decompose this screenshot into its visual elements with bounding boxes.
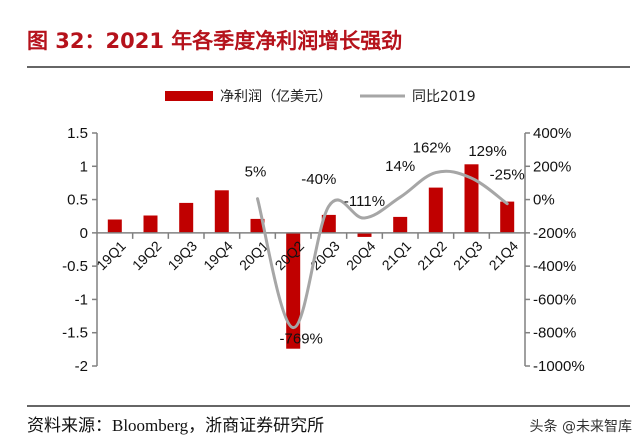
- yoy-data-label: -111%: [344, 193, 385, 210]
- left-tick-label: -1: [75, 291, 88, 308]
- right-tick-label: 400%: [533, 125, 571, 142]
- yoy-data-label: -40%: [301, 171, 336, 188]
- title-rule: [27, 66, 630, 68]
- yoy-data-label: -25%: [490, 167, 525, 184]
- source-rule: [27, 405, 630, 407]
- bar-19Q1: [107, 219, 122, 233]
- legend-bar-label: 净利润（亿美元）: [220, 89, 332, 105]
- yoy-data-label: 14%: [385, 158, 415, 175]
- bar-20Q4: [357, 232, 372, 237]
- yoy-data-label: -769%: [280, 331, 323, 348]
- right-tick-label: -400%: [533, 258, 576, 275]
- yoy-data-label: 5%: [245, 164, 267, 181]
- right-tick-label: 200%: [533, 158, 571, 175]
- left-tick-label: -1.5: [62, 325, 88, 342]
- source-note: 资料来源：Bloomberg，浙商证券研究所: [27, 416, 325, 435]
- left-tick-label: -0.5: [62, 258, 88, 275]
- legend-line-label: 同比2019: [412, 89, 476, 105]
- x-category-label: 21Q3: [450, 238, 486, 274]
- bar-19Q4: [214, 190, 229, 233]
- figure-title: 图 32：2021 年各季度净利润增长强劲: [27, 29, 403, 53]
- legend: 净利润（亿美元） 同比2019: [165, 89, 476, 105]
- x-category-label: 21Q1: [379, 238, 415, 274]
- left-tick-label: -2: [75, 358, 88, 375]
- bar-21Q2: [428, 187, 443, 233]
- right-tick-label: -600%: [533, 291, 576, 308]
- left-tick-label: 1: [80, 158, 88, 175]
- x-category-label: 19Q2: [129, 238, 165, 274]
- bar-20Q1: [250, 218, 265, 233]
- yoy-line: [256, 169, 509, 330]
- legend-bar-swatch: [165, 91, 213, 101]
- bar-21Q4: [500, 201, 515, 233]
- bar-19Q3: [179, 202, 194, 233]
- right-tick-label: -800%: [533, 325, 576, 342]
- right-tick-label: -1000%: [533, 358, 585, 375]
- left-tick-label: 0.5: [67, 192, 88, 209]
- bar-20Q2: [286, 232, 301, 349]
- x-category-label: 21Q4: [486, 238, 522, 274]
- yoy-data-label: 162%: [413, 140, 451, 157]
- right-tick-label: 0%: [533, 192, 555, 209]
- left-tick-label: 1.5: [67, 125, 88, 142]
- watermark: 头条 @未来智库: [529, 419, 632, 435]
- labels-layer: 5% -769% -40% -111% 14%162% 129% -25%: [245, 140, 525, 348]
- x-category-label: 19Q3: [165, 238, 201, 274]
- yoy-data-label: 129%: [468, 143, 506, 160]
- x-category-label: 19Q4: [200, 238, 236, 274]
- axes-layer: 1.5 1 0.5 0 -0.5 -1 -1.5 -2 400% 200% 0% -200% -400%…: [62, 125, 585, 375]
- yoy-line-layer: [256, 169, 509, 330]
- bars-layer: [107, 164, 515, 349]
- x-category-label: 21Q2: [414, 238, 450, 274]
- x-category-label: 19Q1: [93, 238, 129, 274]
- right-tick-label: -200%: [533, 225, 576, 242]
- left-tick-label: 0: [80, 225, 88, 242]
- bar-19Q2: [143, 215, 158, 233]
- x-category-label: 20Q4: [343, 238, 379, 274]
- bar-20Q3: [321, 214, 336, 233]
- bar-21Q1: [393, 216, 408, 233]
